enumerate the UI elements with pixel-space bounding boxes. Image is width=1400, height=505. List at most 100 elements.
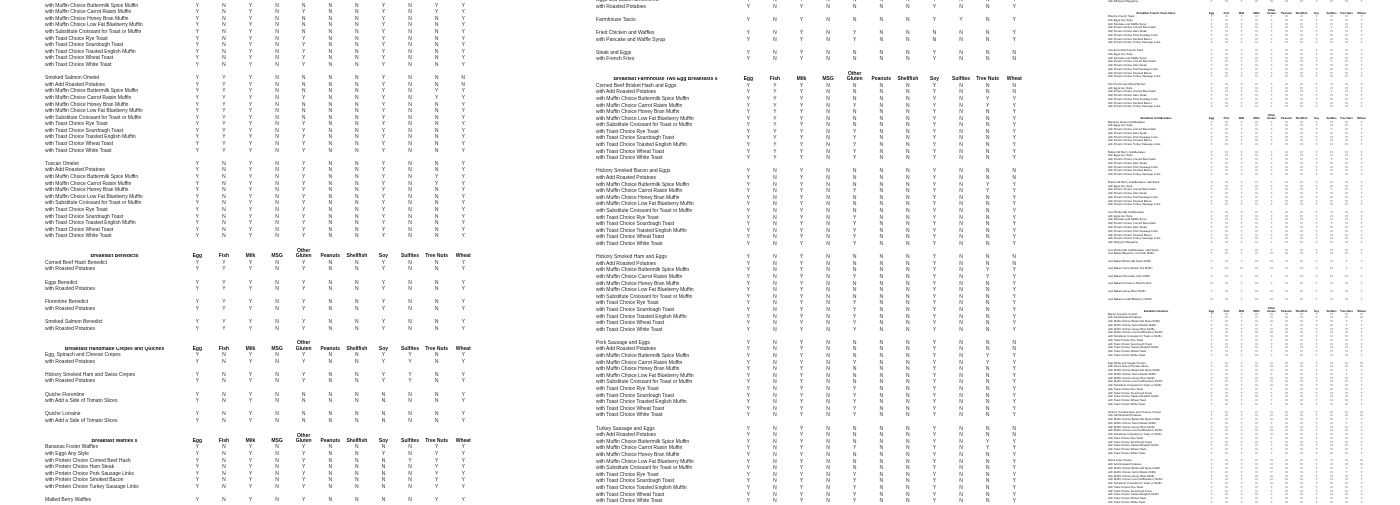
allergen-cell: Y [1270,179,1273,184]
allergen-cell: N [1255,394,1258,399]
allergen-cell: N [434,81,439,88]
menu-item-label: with Protein Choice Turkey Sausage Links [1108,105,1161,109]
allergen-cell: N [1255,462,1258,467]
allergen-cell: N [1300,337,1303,342]
allergen-cell: Y [381,94,386,101]
allergen-cell: N [1330,66,1333,71]
allergen-cell: N [1285,40,1288,45]
allergen-cell: Y [1210,104,1213,109]
menu-item-label: with Protein Choice Turkey Sausage Links [1108,143,1161,147]
allergen-cell: Y [222,108,226,115]
allergen-cell: N [959,3,963,10]
allergen-cell: N [985,432,990,439]
allergen-cell: Y [461,121,465,128]
allergen-cell: Y [1270,224,1273,229]
table-row: with Protein Choice Pork Sausage Links Y N… [1108,33,1370,38]
allergen-cell: Y [1210,379,1213,384]
allergen-cell: Y [1240,465,1243,470]
allergen-cell: Y [1360,481,1363,486]
allergen-cell: Y [799,181,804,188]
allergen-cell: Y [799,148,804,155]
allergen-cell: Y [1012,16,1016,23]
blank-row [45,365,481,372]
allergen-cell: Y [1360,394,1363,399]
allergen-cell: Y [1360,281,1363,286]
allergen-cell: Y [1360,326,1363,331]
allergen-cell: N [959,188,963,195]
allergen-cell: N [1300,424,1303,429]
allergen-cell: N [434,48,439,55]
menu-item-label: with Toast Choice Rye Toast [45,207,108,213]
allergen-cell: Y [1240,379,1243,384]
allergen-cell: N [1300,29,1303,34]
menu-item-label: Smoked Salmon Omelet [45,75,100,82]
allergen-cell: Y [1240,492,1243,497]
allergen-cell: Y [1240,168,1243,173]
allergen-cell: Y [1315,311,1318,316]
allergen-cell: N [1300,473,1303,478]
allergen-cell: N [1225,477,1228,482]
allergen-cell: N [879,438,884,445]
allergen-cell: Y [1315,394,1318,399]
allergen-cell: Y [461,200,465,207]
allergen-cell: N [275,411,279,418]
allergen-cell: N [1345,179,1348,184]
allergen-cell: Y [1240,0,1243,3]
allergen-cell: N [317,0,344,3]
menu-item-label: with Toast Choice White Toast [596,412,663,419]
allergen-cell: Y [1012,109,1016,116]
allergen-column-header: Egg [192,253,203,260]
allergen-cell: N [1345,142,1348,147]
allergen-cell: N [1285,273,1288,278]
allergen-cell: Y [1360,21,1363,26]
allergen-cell: N [1300,240,1303,245]
allergen-cell: N [408,497,412,504]
allergen-cell: N [879,287,884,294]
allergen-cell: N [879,320,884,327]
menu-item-label: with Toast Choice White Toast [1108,402,1146,406]
allergen-cell: N [355,398,359,405]
allergen-cell: Y [381,75,386,82]
allergen-cell: Y [773,135,777,142]
allergen-cell: Y [799,471,804,478]
allergen-cell: N [222,15,226,22]
allergen-cell: Y [1315,281,1318,286]
table-row: with Toast Choice Rye Toast Y N Y N Y N N Y N N Y [596,215,1032,222]
allergen-cell: Y [248,483,253,490]
allergen-cell: Y [799,82,804,89]
allergen-cell: Y [461,94,465,101]
allergen-cell: N [1225,25,1228,30]
allergen-cell: N [1300,428,1303,433]
table-row: with Roasted Potatoes Y Y Y N Y N N Y N N Y [45,286,481,293]
allergen-cell: Y [248,457,253,464]
allergen-cell: N [985,214,990,221]
allergen-cell: N [1285,183,1288,188]
menu-item-label: with Substitute Croissant for Toast or M… [1108,335,1162,339]
allergen-cell: Y [195,483,199,490]
allergen-cell: Y [1360,232,1363,237]
allergen-cell: Y [799,484,804,491]
allergen-cell: N [1255,398,1258,403]
menu-item-label: with Eggs Any Style [1108,86,1133,90]
allergen-cell: Y [746,227,750,234]
allergen-cell: N [1330,183,1333,188]
allergen-cell: N [1255,469,1258,474]
allergen-cell: N [1330,0,1333,3]
blank-row [596,162,1032,169]
table-row: with Protein Choice Smoked Bacon Y N Y N Y N N Y… [1108,199,1370,204]
allergen-cell: Y [799,458,804,465]
allergen-cell: Y [746,491,750,498]
table-row: with Toast Choice Toasted English Muffin… [45,220,481,227]
allergen-cell: Y [799,273,804,280]
allergen-cell: N [1345,428,1348,433]
allergen-column-header: Fish [1223,11,1230,16]
allergen-cell: N [985,128,990,135]
table-row: with Protein Choice Turkey Sausage Links… [1108,41,1370,45]
allergen-cell: N [773,412,777,419]
allergen-cell: Y [1360,386,1363,391]
allergen-cell: Y [773,95,777,102]
allergen-cell: N [906,29,910,36]
allergen-cell: Y [434,457,439,464]
menu-item-label: Bananas Foster Waffles [45,444,99,451]
